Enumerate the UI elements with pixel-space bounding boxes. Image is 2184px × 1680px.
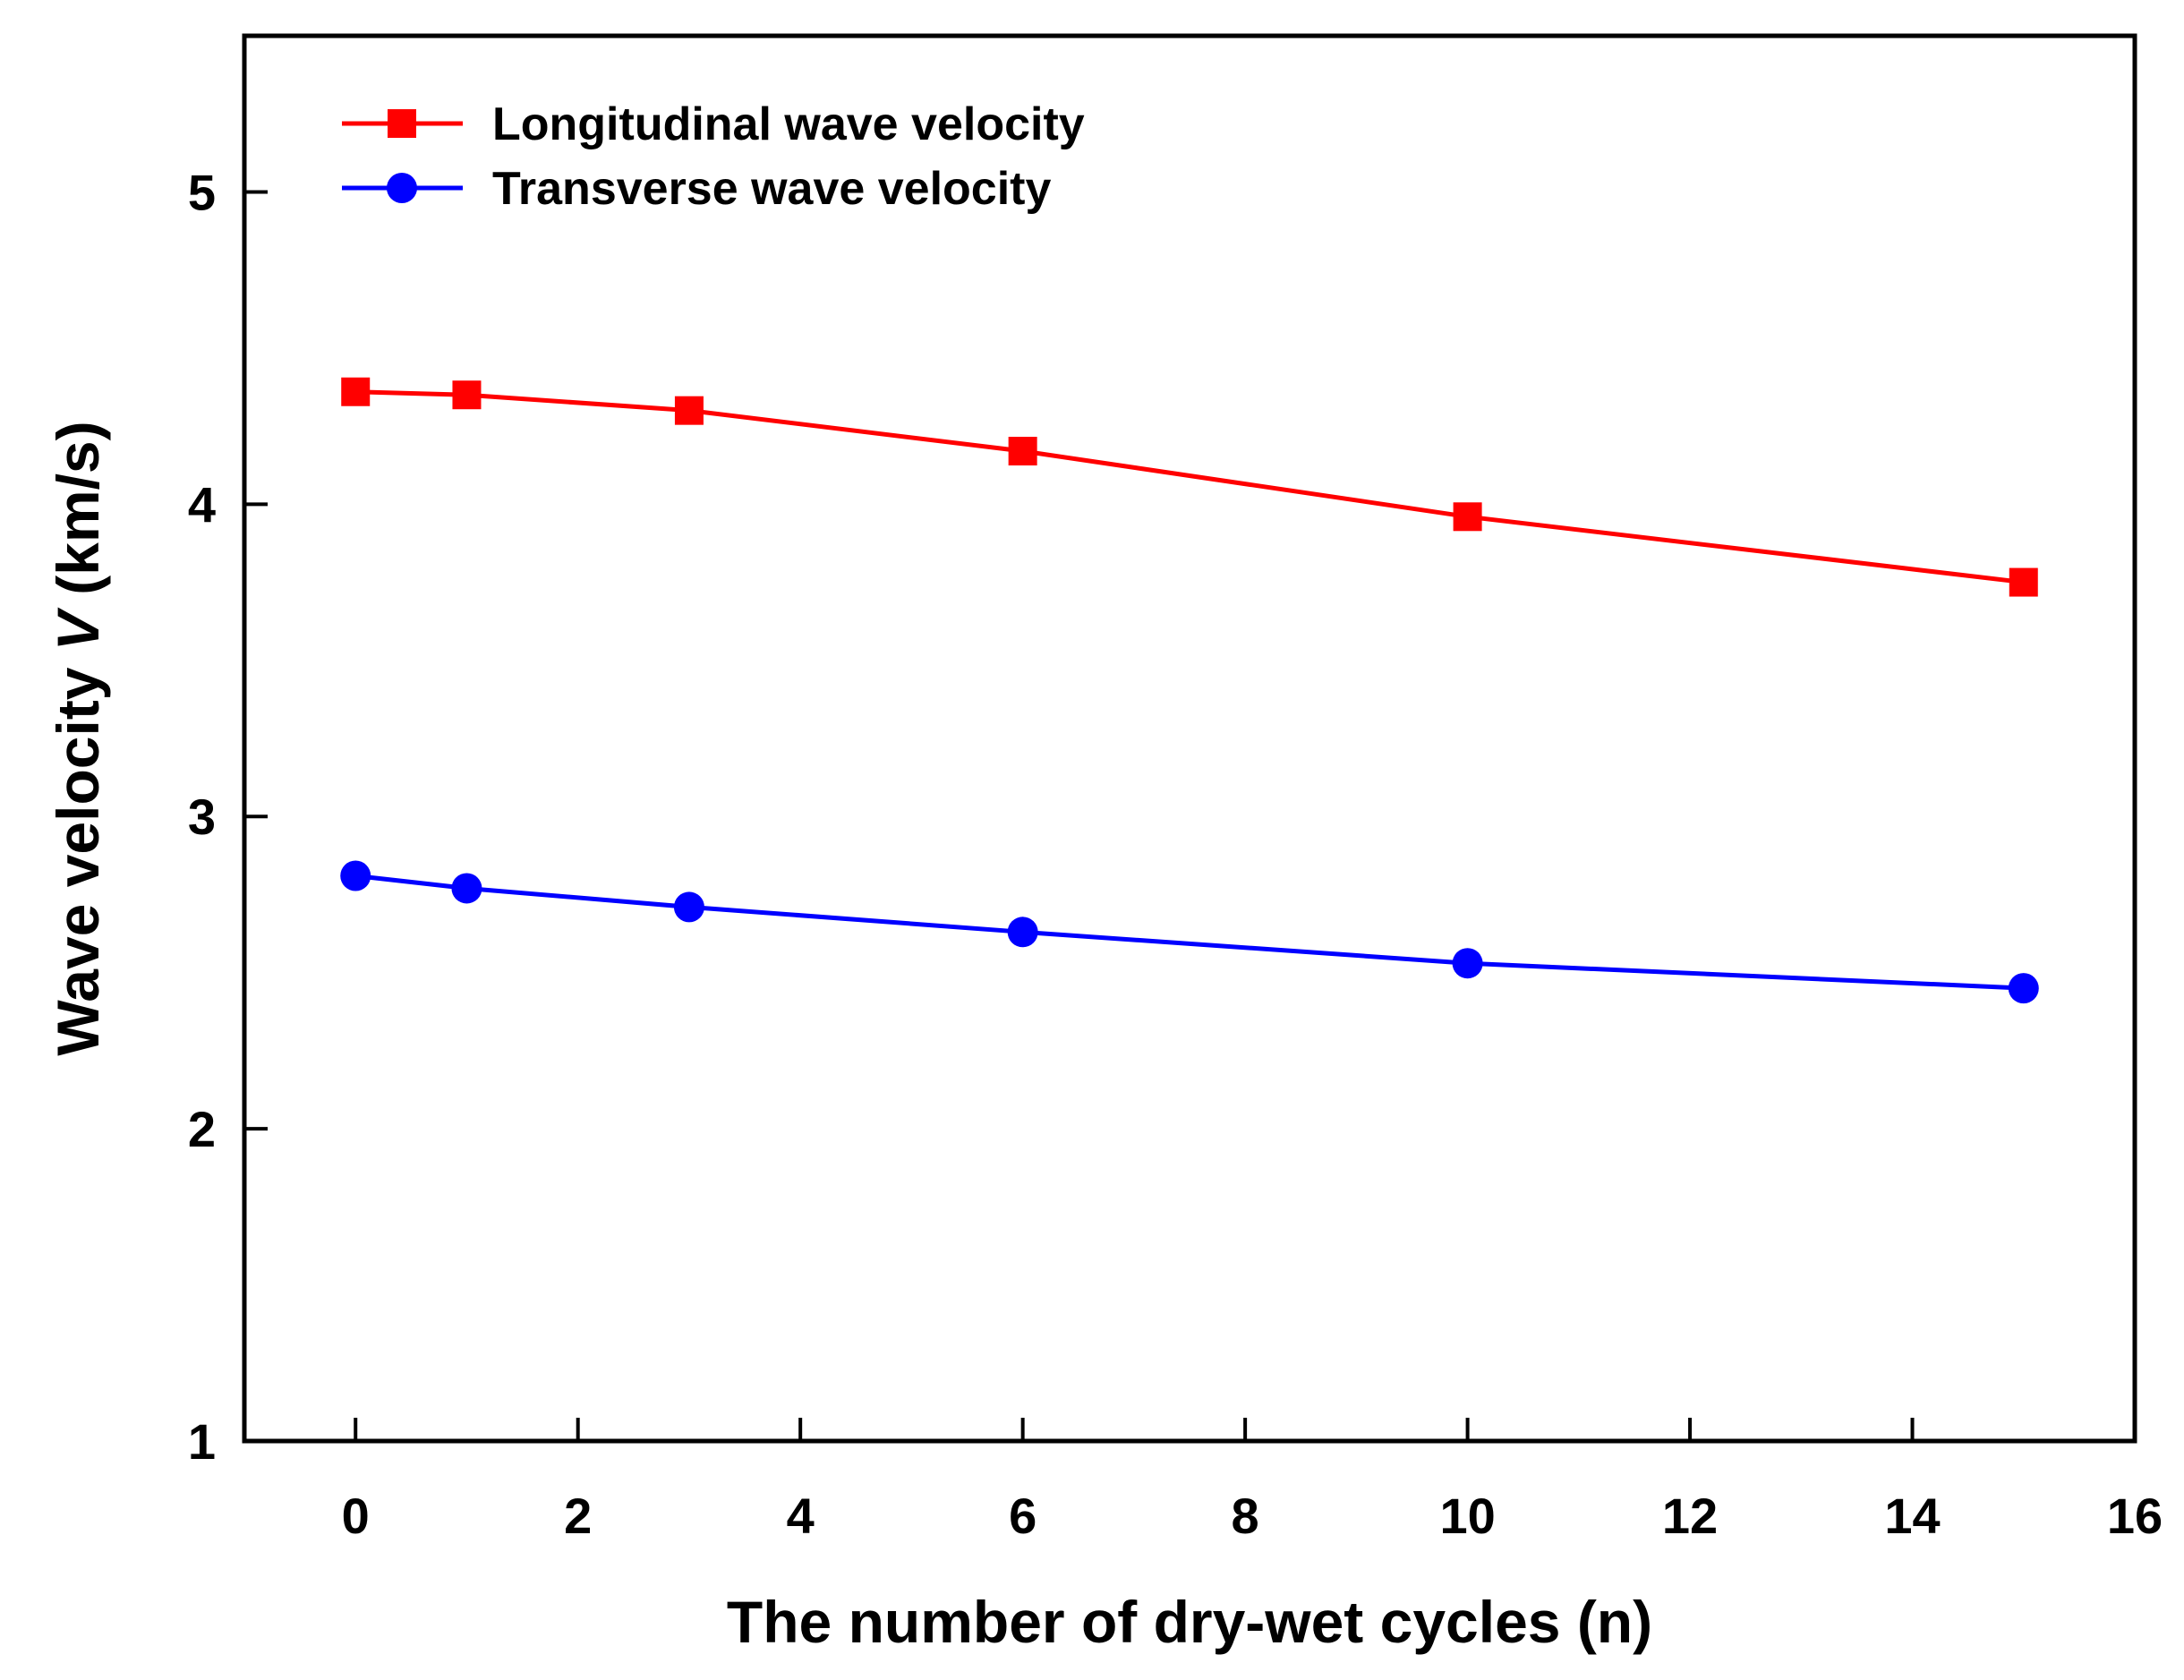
data-point-longitudinal-wave-velocity	[1008, 437, 1037, 466]
x-axis-ticks: 0 2 4 6 8 10 12 14 16	[342, 1418, 2163, 1544]
data-point-transverse-wave-velocity	[451, 873, 482, 904]
y-axis-title: Wave velocity V (km/s)	[45, 421, 111, 1055]
x-tick-label: 2	[564, 1488, 592, 1544]
data-point-longitudinal-wave-velocity	[2009, 567, 2038, 597]
legend-label-transverse-wave-velocity: Transverse wave velocity	[492, 163, 1051, 215]
series-line-transverse-wave-velocity	[354, 874, 2024, 991]
x-axis-title: The number of dry-wet cycles (n)	[727, 1589, 1652, 1655]
x-tick-label: 16	[2107, 1488, 2163, 1544]
data-point-transverse-wave-velocity	[1007, 917, 1038, 948]
plot-frame	[242, 33, 2137, 1444]
data-point-longitudinal-wave-velocity	[674, 396, 704, 425]
y-axis-title-prefix: Wave velocity	[45, 651, 111, 1055]
y-tick-label: 3	[188, 789, 216, 845]
y-tick-label: 1	[188, 1413, 216, 1470]
x-tick-label: 8	[1232, 1488, 1259, 1544]
series-line-longitudinal-wave-velocity	[355, 389, 2025, 585]
x-tick-label: 0	[342, 1488, 370, 1544]
legend-marker-longitudinal-wave-velocity	[388, 109, 416, 138]
legend-label-longitudinal-wave-velocity: Longitudinal wave velocity	[492, 98, 1085, 150]
data-point-longitudinal-wave-velocity	[1453, 502, 1482, 532]
data-point-longitudinal-wave-velocity	[452, 380, 482, 410]
y-axis-title-variable: V	[45, 607, 111, 651]
y-tick-label: 5	[188, 164, 216, 220]
y-axis-title-unit: (km/s)	[45, 421, 111, 611]
y-tick-label: 2	[188, 1101, 216, 1157]
x-tick-label: 6	[1009, 1488, 1037, 1544]
data-point-transverse-wave-velocity	[340, 860, 371, 891]
legend-marker-transverse-wave-velocity	[387, 173, 417, 203]
series-layer	[340, 377, 2039, 1004]
legend: Longitudinal wave velocity Transverse wav…	[342, 98, 1085, 215]
data-point-transverse-wave-velocity	[673, 891, 704, 923]
x-tick-label: 4	[787, 1488, 815, 1544]
data-point-transverse-wave-velocity	[1452, 948, 1483, 979]
y-tick-label: 4	[188, 476, 216, 533]
x-tick-label: 10	[1439, 1488, 1495, 1544]
x-tick-label: 12	[1662, 1488, 1718, 1544]
y-axis-ticks: 1 2 3 4 5	[188, 164, 268, 1470]
data-point-longitudinal-wave-velocity	[341, 377, 371, 406]
data-point-transverse-wave-velocity	[2008, 973, 2039, 1004]
x-tick-label: 14	[1884, 1488, 1940, 1544]
